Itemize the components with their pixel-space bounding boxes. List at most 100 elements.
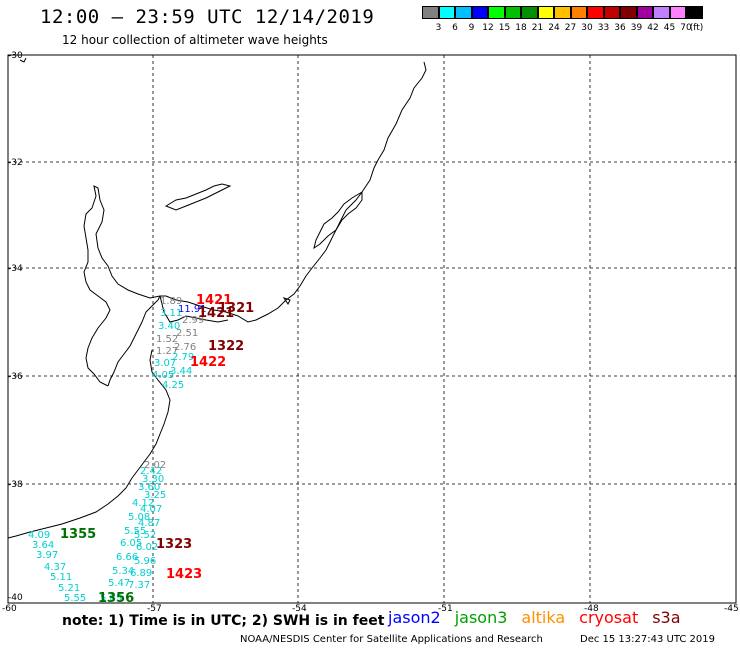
color-swatch	[669, 6, 686, 19]
wave-height-value: 3.40	[158, 321, 180, 332]
wave-height-value: 6.66	[116, 552, 138, 563]
wave-height-value: 5.55	[64, 593, 86, 604]
pass-time-label: 1422	[190, 355, 226, 370]
color-swatch	[455, 6, 472, 19]
pass-time-label: 1421	[198, 306, 234, 321]
lat-gridlines	[8, 161, 736, 485]
color-scale-label: 18	[515, 23, 527, 33]
wave-height-value: 2.99	[182, 315, 204, 326]
color-swatch	[636, 6, 653, 19]
color-scale-label: 70	[680, 23, 692, 33]
lat-label: -32	[8, 158, 23, 168]
color-swatch	[488, 6, 505, 19]
wave-height-value: 2.02	[144, 460, 166, 471]
wave-height-value: 5.55	[124, 526, 146, 537]
lon-label-group: -60 -57 -54 -51 -48 -45	[2, 604, 739, 614]
color-swatch	[686, 6, 703, 19]
wave-height-value: 1.52	[156, 334, 178, 345]
color-scale-label: 6	[452, 23, 458, 33]
color-swatch	[570, 6, 587, 19]
pass-time-label: 1323	[156, 537, 192, 552]
wave-height-value: 5.21	[58, 583, 80, 594]
color-scale-label: 30	[581, 23, 593, 33]
wave-height-value: 7.37	[128, 580, 150, 591]
wave-height-value: 6.02	[136, 542, 158, 553]
legend-item-s3a: s3a	[652, 608, 681, 627]
wave-height-value: 5.34	[112, 566, 134, 577]
wave-height-value: 4.07	[140, 504, 162, 515]
color-swatch	[603, 6, 620, 19]
wave-height-value: 5.85	[100, 593, 122, 604]
color-swatch	[422, 6, 439, 19]
map-frame	[7, 54, 737, 604]
legend-item-altika: altika	[521, 608, 566, 627]
lat-label: -40	[8, 593, 23, 603]
wave-height-value: 4.37	[44, 562, 66, 573]
wave-height-value: 2.79	[172, 352, 194, 363]
legend-item-cryosat: cryosat	[579, 608, 639, 627]
color-scale-label: 33	[597, 23, 610, 33]
map-subtitle: 12 hour collection of altimeter wave hei…	[62, 33, 328, 47]
wave-height-value: 11.91	[178, 304, 207, 315]
color-scale-bar: 3 6 9 12 15 18 21 24 27 30 33 36 39 42 45 70 (ft)	[422, 6, 703, 33]
color-scale-label: 27	[564, 23, 577, 33]
wave-height-value: 6.89	[130, 568, 152, 579]
wave-height-value: 1.89	[160, 296, 182, 307]
color-scale-label: 45	[663, 23, 676, 33]
pass-time-label: 1321	[218, 301, 254, 316]
wave-height-value: 2.42	[140, 466, 162, 477]
wave-height-value: 3.60	[138, 482, 160, 493]
wave-height-value: 5.11	[50, 572, 72, 583]
wave-height-value: 5.08	[128, 512, 150, 523]
wave-height-value: 3.97	[36, 550, 58, 561]
lon-label: -60	[2, 604, 17, 614]
color-swatch	[554, 6, 571, 19]
units-note: note: 1) Time is in UTC; 2) SWH is in fe…	[62, 613, 385, 629]
legend-item-jason3: jason3	[454, 608, 508, 627]
color-scale-label: 9	[468, 23, 475, 33]
lon-label: -51	[438, 604, 453, 614]
lat-label: -38	[8, 480, 23, 490]
wave-height-value: 2.76	[174, 342, 196, 353]
map-title: 12:00 – 23:59 UTC 12/14/2019	[40, 6, 375, 28]
lat-label: -36	[8, 372, 23, 382]
pass-time-label: 1423	[166, 567, 202, 582]
color-scale-label: 39	[630, 23, 643, 33]
wave-height-value: 4.25	[162, 380, 184, 391]
color-scale-label: 21	[531, 23, 544, 33]
lat-label: -30	[8, 51, 23, 61]
lon-gridlines	[152, 55, 591, 603]
color-swatch	[587, 6, 604, 19]
color-scale-label: 36	[614, 23, 626, 33]
wave-height-value: 4.87	[138, 518, 160, 529]
pass-time-label: 1355	[60, 527, 96, 542]
wave-height-value: 3.30	[142, 474, 164, 485]
color-scale-label: 12	[482, 23, 494, 33]
color-scale-label: 24	[548, 23, 560, 33]
pass-time-label: 1421	[196, 293, 232, 308]
wave-height-value: 4.05	[152, 370, 174, 381]
wave-height-value: 5.52	[134, 530, 156, 541]
color-swatch	[521, 6, 538, 19]
color-swatch	[438, 6, 455, 19]
color-scale-label: (ft)	[689, 23, 704, 33]
lon-label: -54	[292, 604, 307, 614]
wave-height-value: 3.64	[32, 540, 54, 551]
wave-height-value: 1.27	[156, 346, 178, 357]
wave-height-value: 6.05	[120, 538, 142, 549]
wave-height-observations: 1.893.1111.912.993.402.511.522.761.272.7…	[28, 296, 207, 604]
color-swatch	[504, 6, 521, 19]
wave-height-value: 3.44	[170, 366, 192, 377]
lon-label: -45	[724, 604, 739, 614]
coastline	[7, 57, 427, 539]
color-swatch	[471, 6, 488, 19]
wave-height-value: 3.25	[144, 490, 166, 501]
pass-time-label: 1356	[98, 591, 134, 606]
lat-label: -34	[8, 264, 23, 274]
color-scale-label: 3	[435, 23, 442, 33]
wave-height-value: 4.09	[28, 530, 50, 541]
wave-height-value: 4.12	[132, 498, 154, 509]
credit-line: NOAA/NESDIS Center for Satellite Applica…	[240, 634, 543, 645]
